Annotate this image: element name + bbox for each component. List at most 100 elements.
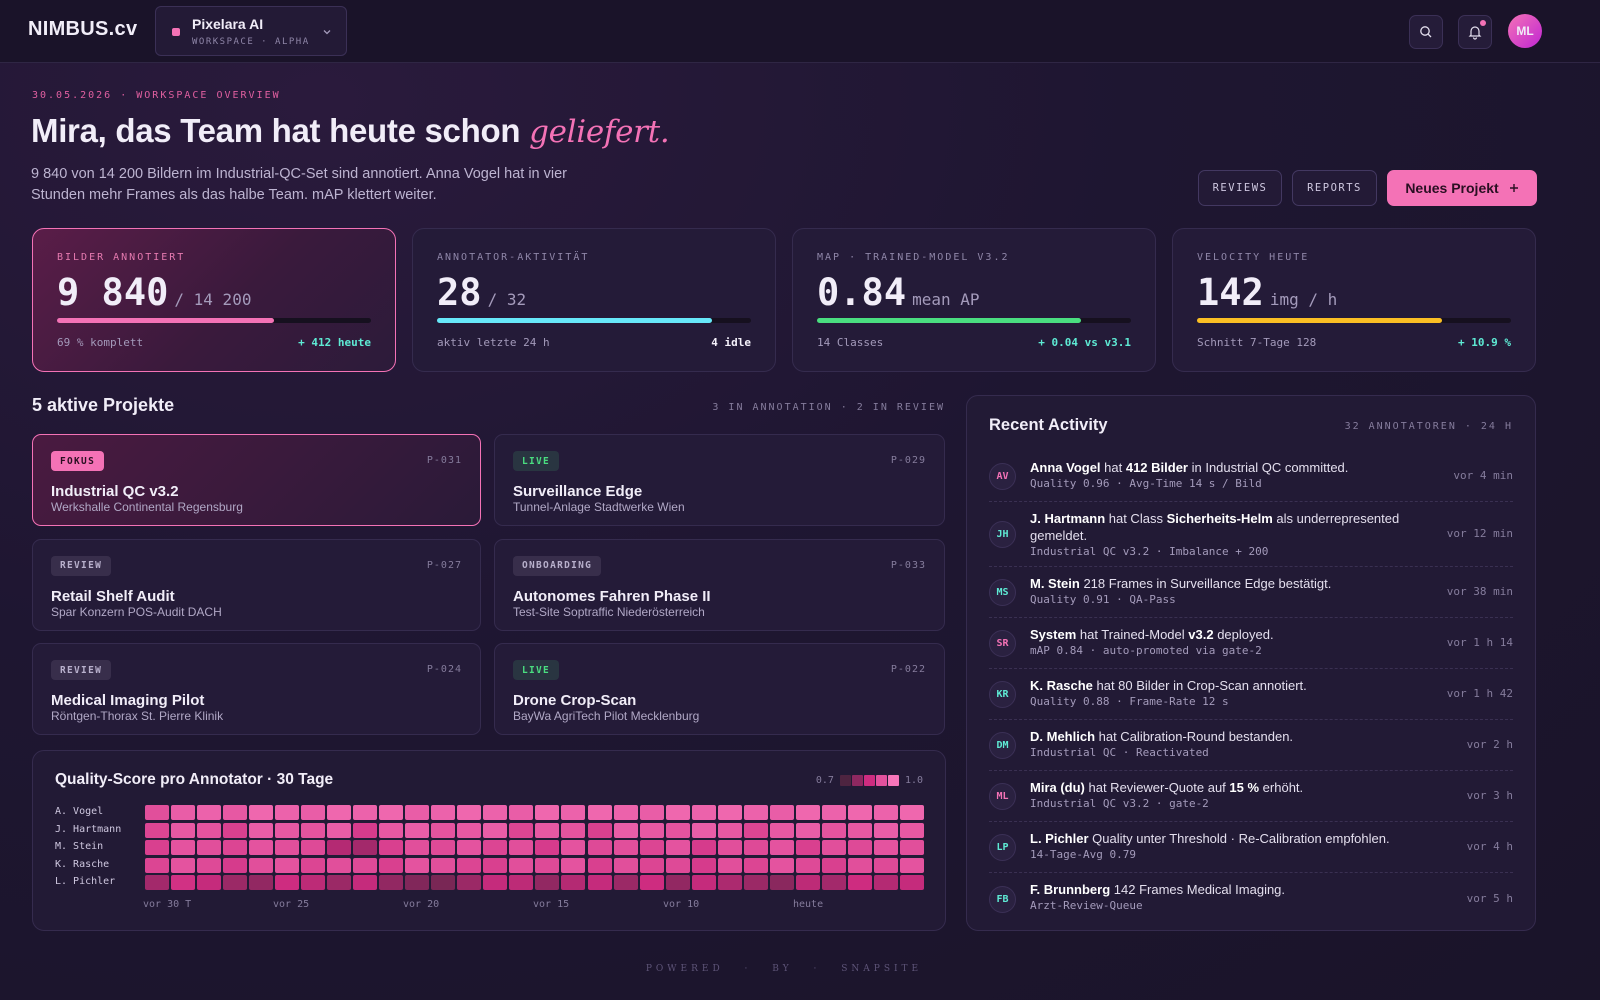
user-avatar[interactable]: ML [1508,14,1542,48]
reports-button[interactable]: REPORTS [1292,170,1377,206]
heat-cell [717,875,742,891]
project-card[interactable]: FOKUS P-031 Industrial QC v3.2 Werkshalle C… [32,434,481,526]
kpi-suffix: mean AP [912,290,980,309]
activity-text: Anna Vogel hat 412 Bilder in Industrial … [1030,459,1410,476]
project-name: Retail Shelf Audit [51,587,175,605]
heat-cell [535,857,560,873]
activity-sub: Quality 0.91 · QA-Pass [1030,593,1176,606]
activity-sub: Industrial QC v3.2 · gate-2 [1030,797,1209,810]
heatmap-card: Quality-Score pro Annotator · 30 Tage 0.… [32,750,946,931]
heat-cell [639,857,664,873]
heat-cell [223,875,248,891]
project-name: Surveillance Edge [513,483,643,500]
heat-cell [483,805,508,820]
heat-cell [509,875,534,891]
project-card[interactable]: LIVE P-029 Surveillance Edge Tunnel-Anlage … [494,434,945,526]
heat-cell [379,840,404,856]
heatmap-title: Quality-Score pro Annotator · 30 Tage [55,771,334,788]
workspace-switcher[interactable]: Pixelara AI WORKSPACE · ALPHA [155,6,347,56]
heat-cell [795,857,820,873]
heat-cell [743,857,768,873]
kpi-value-row: 28 / 32 [437,271,526,314]
project-client: BayWa AgriTech Pilot Mecklenburg [513,709,700,723]
heat-cell [899,840,924,856]
notifications-button[interactable] [1458,15,1492,49]
heat-cell [457,840,482,856]
activity-emphasis: Sicherheits-Helm [1166,511,1273,526]
legend-min: 0.7 [815,775,834,786]
search-button[interactable] [1409,15,1443,49]
heat-cell [743,840,768,856]
heat-cell [639,875,664,891]
heat-cell [249,875,274,891]
heat-cell [145,805,169,820]
kpi-value: 28 [437,271,482,314]
new-project-button[interactable]: Neues Projekt [1387,170,1537,206]
project-card[interactable]: LIVE P-022 Drone Crop-Scan BayWa AgriTech P… [494,643,945,735]
project-name: Industrial QC v3.2 [51,483,179,500]
activity-phrase: hat Calibration-Round bestanden. [1095,729,1294,744]
activity-emphasis: M. Stein [1030,576,1080,591]
activity-time: vor 2 h [1466,738,1513,751]
activity-avatar: AV [989,463,1016,490]
projects-title: 5 aktive Projekte [32,395,175,415]
heat-cell [483,822,508,838]
heat-cell [899,805,924,820]
kpi-foot: 14 Classes [817,336,884,349]
projects-meta: 3 IN ANNOTATION · 2 IN REVIEW [712,402,945,413]
heat-cell [691,840,716,856]
heat-cell [405,840,430,856]
project-client: Werkshalle Continental Regensburg [51,500,243,514]
heat-cell [327,840,352,856]
project-card[interactable]: REVIEW P-027 Retail Shelf Audit Spar Konzer… [32,538,481,631]
reviews-button[interactable]: REVIEWS [1198,170,1282,206]
project-card[interactable]: REVIEW P-024 Medical Imaging Pilot Röntgen-… [32,643,481,735]
legend-swatches [839,775,899,786]
heat-cell [509,805,534,820]
activity-phrase: Quality unter Threshold · Re-Calibration… [1088,831,1390,846]
x-label: vor 10 [663,899,700,910]
heat-cell [561,875,586,891]
heat-cell [873,857,898,873]
project-client: Test-Site Soptraffic Niederösterreich [513,604,705,619]
heat-cell [769,805,794,820]
annotator-name: M. Stein [55,841,104,853]
heat-cell [275,840,300,856]
activity-emphasis: System [1030,627,1077,642]
heat-cell [327,875,352,891]
activity-text: L. Pichler Quality unter Threshold · Re-… [1030,830,1410,847]
activity-emphasis: 15 % [1229,780,1260,795]
kpi-value-row: 142 img / h [1197,271,1337,314]
notification-dot [1480,20,1486,26]
heat-cell [431,857,456,873]
activity-time: vor 12 min [1446,527,1513,540]
kpi-foot: 69 % komplett [57,336,144,349]
heat-cell [405,805,430,820]
project-tag: REVIEW [51,660,112,680]
heat-cell [275,875,300,891]
activity-phrase: 218 Frames in Surveillance Edge bestätig… [1079,576,1332,591]
activity-sub: Industrial QC · Reactivated [1030,746,1209,759]
progress-track [57,318,371,323]
heat-cell [535,805,560,820]
brand[interactable]: NIMBUS.cv [28,18,138,40]
heat-cell [353,805,378,820]
heat-cell [249,822,274,838]
heat-cell [275,857,300,873]
heat-cell [197,875,222,891]
activity-item: SR System hat Trained-Model v3.2 deployed… [989,618,1513,669]
heat-cell [795,822,820,838]
heat-cell [145,822,169,838]
workspace-dot [172,28,180,36]
heat-cell [587,857,612,873]
heat-cell [301,822,326,838]
progress-bar [57,318,274,323]
heat-cell [873,822,898,838]
activity-text: M. Stein 218 Frames in Surveillance Edge… [1030,575,1410,592]
activity-emphasis: J. Hartmann [1030,511,1106,526]
heat-cell [171,857,196,873]
kpi-delta: + 0.04 vs v3.1 [1038,336,1131,349]
activity-sub: Quality 0.88 · Frame-Rate 12 s [1030,695,1229,708]
project-card[interactable]: ONBOARDING P-033 Autonomes Fahren Phase II… [494,538,945,631]
heat-cell [717,805,742,820]
